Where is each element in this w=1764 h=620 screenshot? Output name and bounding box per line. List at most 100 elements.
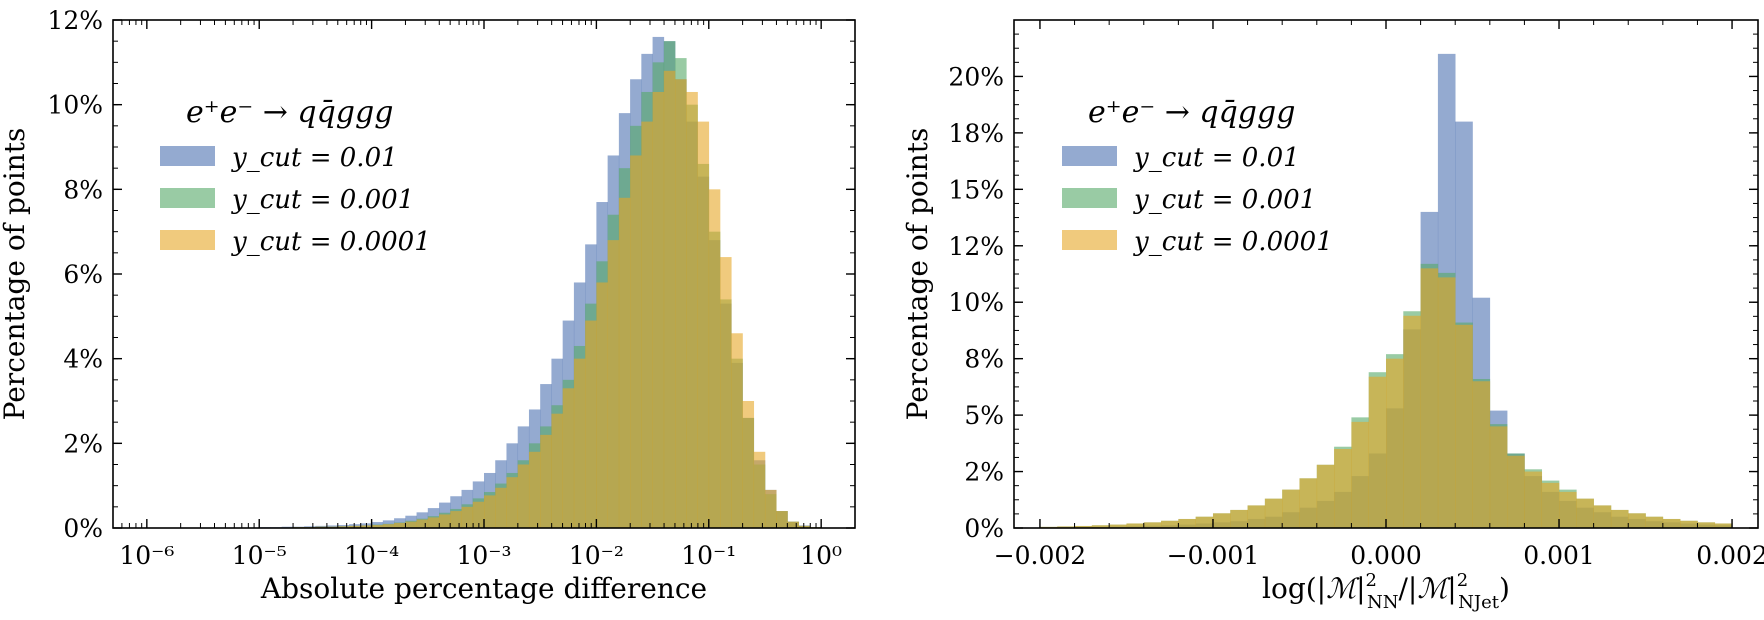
bar-series-3-bin-34 — [641, 121, 653, 528]
left-legend: y_cut = 0.01 y_cut = 0.001 y_cut = 0.0001 — [160, 143, 431, 257]
x-tick-label: 0.000 — [1350, 541, 1422, 570]
bar-series-3-bin-25 — [1472, 381, 1491, 528]
legend-label-1: y_cut = 0.01 — [231, 143, 398, 173]
right-histogram-panel: 0% 2% 5% 8% 10% 12% 15% 18% 20% −0.002 −0.001 0.000… — [901, 19, 1764, 613]
bar-series-3-bin-11 — [382, 524, 395, 528]
right-axis-ticks: 0% 2% 5% 8% 10% 12% 15% 18% 20% −0.002 −0.001 0.000… — [948, 19, 1764, 570]
x-tick-label: 0.002 — [1696, 541, 1764, 570]
bar-series-3-bin-32 — [1593, 505, 1612, 528]
legend-label-2: y_cut = 0.001 — [231, 185, 414, 215]
y-tick-label: 0% — [63, 514, 103, 543]
bar-series-3-bin-13 — [405, 521, 417, 528]
bar-series-3-bin-31 — [607, 240, 620, 528]
y-tick-label: 18% — [948, 119, 1004, 148]
bar-series-3-bin-34 — [1628, 513, 1646, 528]
bar-series-3-bin-31 — [1576, 498, 1594, 528]
bar-series-3-bin-12 — [394, 522, 406, 528]
bar-series-3-bin-10 — [1212, 513, 1231, 528]
y-tick-label: 10% — [948, 288, 1004, 317]
x-tick-label: 10⁻¹ — [681, 541, 736, 570]
bar-series-3-bin-19 — [472, 501, 485, 528]
y-tick-label: 12% — [948, 232, 1004, 261]
y-tick-label: 15% — [948, 175, 1004, 204]
bar-series-3-bin-4 — [1109, 524, 1127, 528]
bar-series-3-bin-38 — [686, 91, 698, 528]
bar-series-3-bin-30 — [1559, 491, 1577, 528]
bar-series-3-bin-39 — [1714, 523, 1733, 528]
y-tick-label: 0% — [964, 514, 1004, 543]
bar-series-3-bin-19 — [1368, 376, 1387, 528]
x-tick-label: 10⁻⁵ — [232, 541, 287, 570]
bar-series-3-bin-8 — [1178, 518, 1196, 528]
bar-series-3-bin-38 — [1697, 522, 1716, 528]
right-legend: y_cut = 0.01 y_cut = 0.001 y_cut = 0.0001 — [1062, 143, 1333, 257]
y-tick-label: 2% — [63, 429, 103, 458]
bar-series-3-bin-18 — [1351, 421, 1369, 528]
bar-series-3-bin-6 — [1143, 522, 1162, 528]
y-tick-label: 4% — [63, 345, 103, 374]
bar-series-3-bin-12 — [1247, 505, 1266, 528]
bar-series-3-bin-2 — [1074, 525, 1093, 528]
right-y-axis-label: Percentage of points — [901, 128, 934, 421]
x-tick-label: 10⁻⁶ — [119, 541, 174, 570]
bar-series-3-bin-32 — [618, 197, 631, 529]
bar-series-3-bin-22 — [1420, 268, 1439, 528]
bar-series-3-bin-29 — [585, 320, 597, 528]
bar-series-3-bin-27 — [1507, 455, 1525, 528]
bar-series-3-bin-39 — [697, 121, 710, 528]
legend-swatch-2 — [1062, 188, 1117, 208]
y-tick-label: 5% — [964, 401, 1004, 430]
x-tick-label: −0.002 — [994, 541, 1087, 570]
bar-series-3-bin-41 — [720, 257, 732, 528]
bar-series-3-bin-28 — [573, 358, 586, 528]
left-axis-ticks: 0% 2% 4% 6% 8% 10% 12% 10⁻⁶ 10⁻⁵ 10⁻⁴ 10⁻³ 10⁻² 10⁻¹… — [47, 6, 856, 570]
bar-series-3-bin-28 — [1524, 471, 1543, 528]
legend-label-3: y_cut = 0.0001 — [231, 227, 431, 257]
bar-series-3-bin-37 — [675, 79, 687, 529]
bar-series-3-bin-23 — [1437, 277, 1456, 528]
legend-swatch-3 — [160, 230, 215, 250]
bar-series-3-bin-47 — [787, 521, 799, 528]
bar-series-3-bin-35 — [1645, 516, 1664, 528]
bar-series-3-bin-36 — [663, 70, 676, 529]
legend-label-3: y_cut = 0.0001 — [1133, 227, 1333, 257]
left-histogram-bars — [259, 36, 822, 529]
bar-series-3-bin-23 — [517, 464, 530, 528]
x-tick-label: 10⁰ — [800, 541, 842, 570]
y-tick-label: 6% — [63, 260, 103, 289]
bar-series-3-bin-14 — [1282, 489, 1300, 528]
bar-series-3-bin-33 — [630, 155, 642, 528]
left-histogram-panel: 0% 2% 4% 6% 8% 10% 12% 10⁻⁶ 10⁻⁵ 10⁻⁴ 10⁻³ 10⁻² 10⁻¹… — [0, 6, 856, 605]
right-x-axis-label: log(|ℳ|2 NN/|ℳ|2 NJet) — [1262, 570, 1510, 613]
bar-series-3-bin-36 — [1662, 518, 1681, 528]
bar-series-3-bin-8 — [349, 525, 361, 528]
x-tick-label: 10⁻³ — [456, 541, 511, 570]
bar-series-3-bin-16 — [1316, 464, 1335, 528]
bar-series-3-bin-18 — [461, 506, 474, 528]
bar-series-3-bin-22 — [506, 477, 519, 528]
x-tick-label: 10⁻⁴ — [344, 541, 399, 570]
bar-series-3-bin-29 — [1541, 482, 1560, 528]
bar-series-3-bin-43 — [742, 401, 755, 528]
bar-series-3-bin-30 — [596, 282, 608, 528]
y-tick-label: 2% — [964, 458, 1004, 487]
legend-swatch-1 — [160, 146, 215, 166]
bar-series-3-bin-26 — [551, 413, 563, 528]
bar-series-3-bin-45 — [764, 489, 777, 528]
bar-series-3-bin-25 — [540, 434, 552, 528]
left-process-label: e⁺e⁻ → qq̄ggg — [186, 95, 393, 130]
left-y-axis-label: Percentage of points — [0, 128, 31, 421]
bar-series-3-bin-11 — [1230, 509, 1248, 528]
bar-series-3-bin-15 — [427, 517, 440, 528]
bar-series-3-bin-26 — [1489, 426, 1508, 528]
y-tick-label: 8% — [964, 345, 1004, 374]
legend-label-2: y_cut = 0.001 — [1133, 185, 1316, 215]
bar-series-3-bin-14 — [416, 519, 429, 528]
right-plot-frame — [1013, 19, 1759, 529]
bar-series-3-bin-16 — [439, 514, 451, 528]
bar-series-3-bin-15 — [1299, 478, 1318, 528]
bar-series-3-bin-3 — [1091, 525, 1110, 528]
bar-series-3-bin-37 — [1680, 520, 1698, 528]
left-x-axis-label: Absolute percentage difference — [260, 572, 707, 605]
bar-series-3-bin-44 — [753, 451, 766, 528]
